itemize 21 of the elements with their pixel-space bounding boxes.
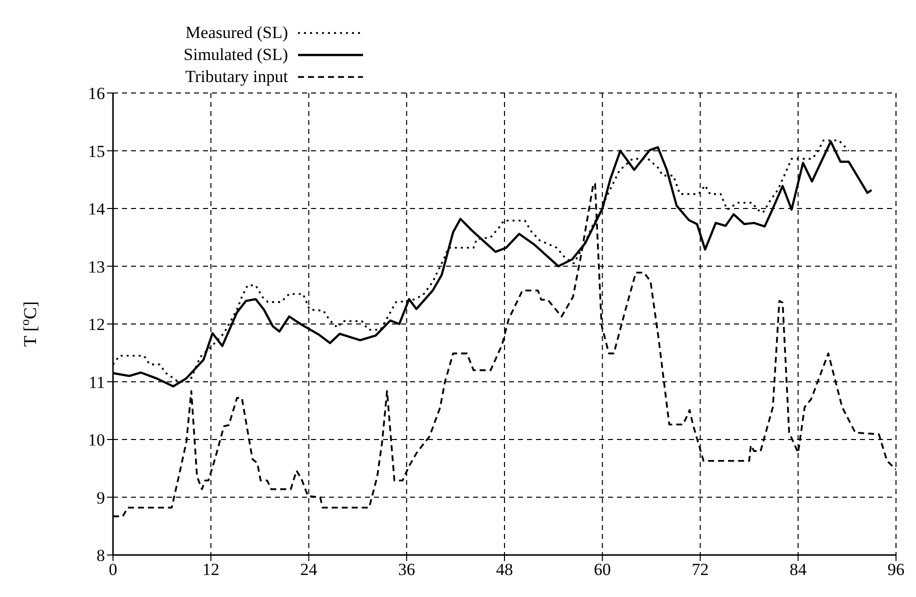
legend-label: Measured (SL) [186, 23, 288, 42]
legend-label: Tributary input [185, 67, 288, 86]
y-tick-label: 15 [88, 142, 105, 161]
x-tick-label: 72 [692, 560, 709, 580]
y-tick-label: 13 [88, 257, 105, 276]
x-tick-label: 36 [398, 560, 416, 580]
y-tick-label: 8 [96, 546, 105, 566]
x-tick-label: 84 [790, 560, 808, 580]
x-tick-label: 48 [496, 560, 513, 580]
x-tick-label: 96 [888, 560, 904, 580]
x-tick-label: 0 [108, 560, 118, 580]
y-tick-label: 14 [88, 200, 106, 219]
x-tick-label: 60 [594, 560, 611, 580]
y-tick-label: 12 [88, 315, 105, 334]
y-tick-label: 9 [96, 488, 105, 508]
x-tick-label: 24 [300, 560, 318, 580]
legend-label: Simulated (SL) [184, 45, 288, 64]
y-tick-label: 16 [88, 84, 105, 104]
x-tick-label: 12 [202, 560, 220, 580]
y-tick-label: 10 [88, 430, 105, 450]
y-tick-label: 11 [88, 372, 105, 392]
